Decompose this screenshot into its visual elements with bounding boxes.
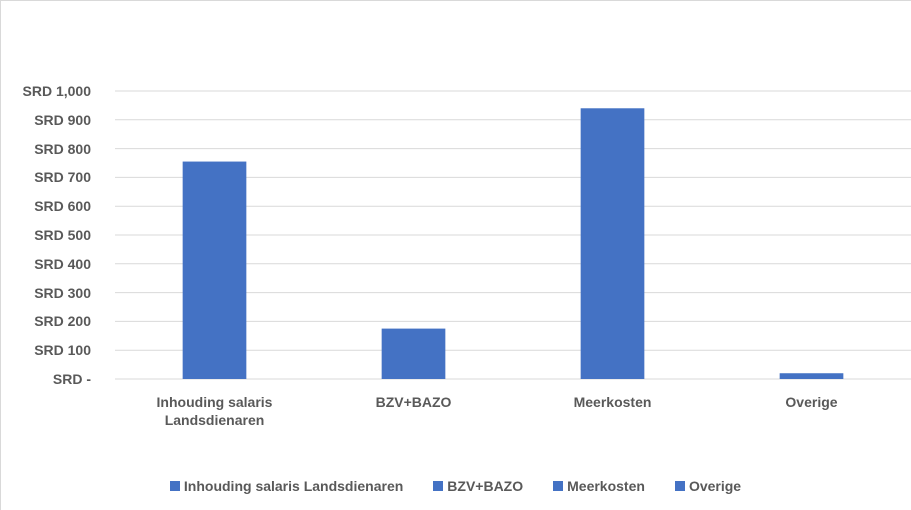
x-tick-label: Meerkosten [573, 394, 652, 410]
y-tick-label: SRD 300 [34, 284, 91, 301]
y-tick-label: SRD - [52, 371, 91, 387]
y-tick-label: SRD 700 [34, 169, 91, 186]
legend-swatch [433, 481, 444, 491]
x-tick-label: Overige [785, 394, 838, 410]
y-tick-label: SRD 800 [34, 140, 91, 157]
x-tick-label: Inhouding salaris Landsdienaren [156, 394, 273, 428]
legend-swatch [674, 481, 685, 491]
y-tick-label: SRD 1,000 [22, 83, 91, 99]
legend-swatch [169, 481, 180, 491]
y-tick-label: SRD 100 [34, 342, 91, 359]
y-tick-label: SRD 400 [34, 255, 91, 272]
y-tick-label: SRD 900 [34, 111, 91, 128]
bar [779, 373, 844, 379]
bar [381, 328, 446, 379]
x-tick-label: BZV+BAZO [375, 394, 452, 410]
legend-label: BZV+BAZO [447, 478, 524, 494]
legend-label: Overige [688, 478, 742, 494]
legend-label: Meerkosten [567, 478, 645, 494]
bar [580, 108, 645, 379]
y-tick-label: SRD 600 [34, 198, 91, 215]
legend-label: Inhouding salaris Landsdienaren [183, 478, 404, 494]
legend-item: Overige [674, 478, 742, 494]
legend-item: BZV+BAZO [433, 478, 523, 494]
y-tick-label: SRD 500 [34, 227, 91, 243]
legend-item: Inhouding salaris Landsdienaren [169, 478, 404, 494]
legend: Inhouding salaris Landsdienaren BZV+BAZO M… [0, 478, 911, 494]
legend-swatch [553, 481, 564, 491]
legend-item: Meerkosten [553, 478, 645, 494]
bar [182, 161, 247, 379]
y-tick-label: SRD 200 [34, 313, 91, 330]
